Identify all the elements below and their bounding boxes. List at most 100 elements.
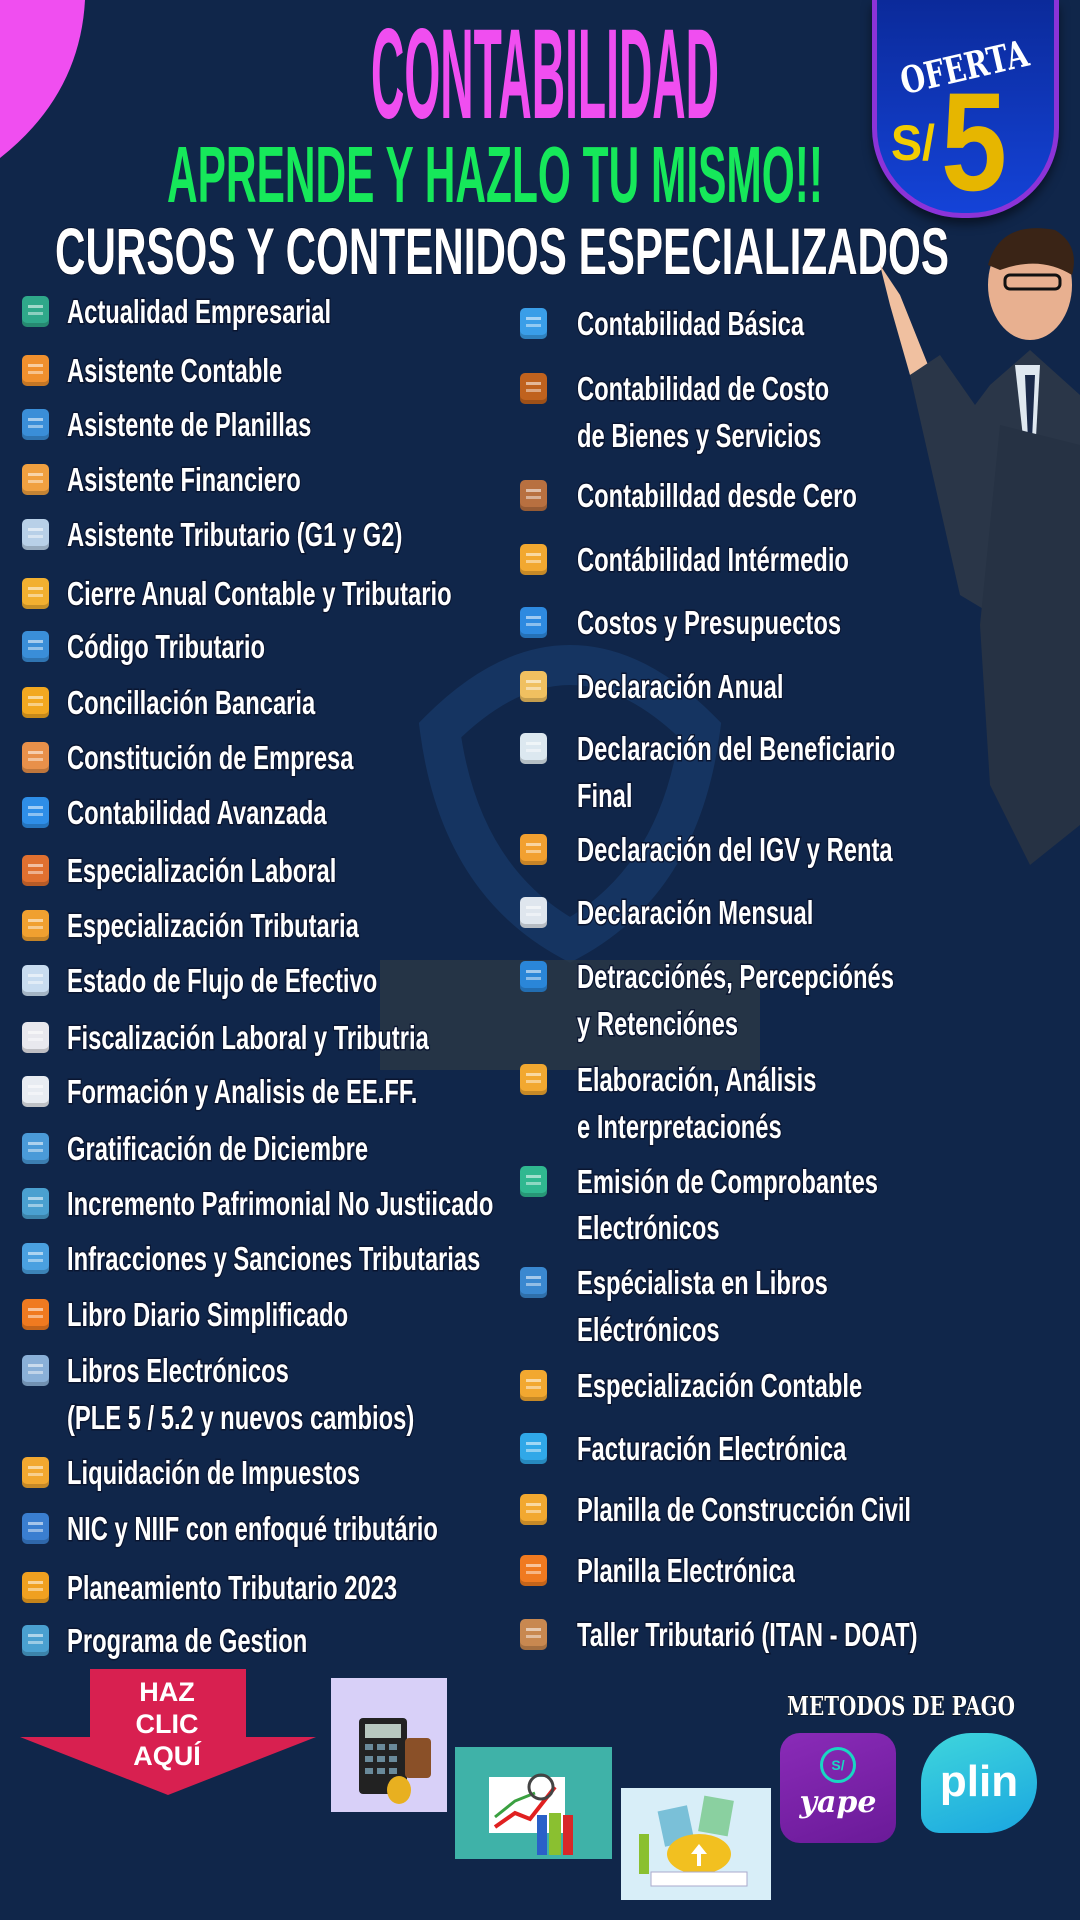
course-label-text: NIC y NIIF con enfoqué tributário [67,1510,438,1547]
course-label: Planeamiento Tributario 2023 [66,1568,399,1608]
tools-icon [520,1064,547,1095]
course-label-text: Concillación Bancaria [67,684,316,721]
course-label-text: e Interpretacionés [577,1108,782,1145]
box-icon [22,464,49,495]
yape-symbol: S/ [820,1747,856,1783]
course-label-text: Especialización Contable [577,1367,862,1404]
course-label: Infracciones y Sanciones Tributarias [66,1238,482,1278]
coins-icon [22,1457,49,1489]
course-label: NIC y NIIF con enfoqué tributário [66,1509,440,1549]
clipboard-icon [22,1299,49,1331]
course-label: Estado de Flujo de Efectivo [66,960,379,1000]
course-label: Asistente Tributario (G1 y G2) [66,515,404,555]
course-label: Planilla Electrónica [576,1551,797,1591]
globe-icon [22,519,49,551]
chart-icon [22,909,49,941]
building-icon [22,1513,49,1545]
course-label: Especialización Laboral [66,850,338,890]
leaf-icon [22,1572,49,1604]
course-label-text: Constitución de Empresa [67,739,354,776]
document-icon [22,577,49,609]
document-icon [520,670,547,702]
course-label: Taller Tributarió (ITAN - DOAT) [576,1614,920,1654]
calendar-icon [22,1132,49,1164]
course-label: Especialización Tributaria [66,905,361,945]
house-icon [22,1187,49,1219]
course-label-text: Emisión de Comprobantes [577,1163,878,1200]
watermark-logo [380,645,760,1070]
course-label: Especialización Contable [576,1366,864,1406]
course-label: Libros Electrónicos [66,1351,291,1391]
course-label: Asistente Financiero [66,460,303,500]
document-icon [520,543,547,575]
course-label: Incremento Pafrimonial No Justiicado [66,1183,495,1223]
course-label-text: Asistente Contable [67,352,282,389]
course-label: Gratificación de Diciembre [66,1128,370,1168]
course-label-text: Cierre Anual Contable y Tributario [67,575,452,612]
course-label-text: (PLE 5 / 5.2 y nuevos cambios) [67,1399,414,1436]
course-label-text: Final [577,777,632,814]
cta-line: CLIC [135,1709,199,1739]
course-label-text: Costos y Presupuectos [577,604,841,641]
course-label: Detracciónés, Percepciónés [576,957,896,997]
course-label: Contabilldad desde Cero [576,475,859,515]
course-label-text: Declaración del Beneficiario [577,730,895,767]
document-icon [22,797,49,829]
course-label: Liquidación de Impuestos [66,1453,362,1493]
course-label-line2: Electrónicos [576,1208,722,1248]
course-label-text: Asistente Tributario (G1 y G2) [67,516,402,553]
course-label: Declaración del Beneficiario [576,729,897,769]
decorative-pink-circle [0,0,85,158]
book-icon [520,373,547,405]
book-icon [520,479,547,511]
businessman-image [880,228,1080,865]
document-icon [520,1370,547,1402]
course-label-text: Eléctrónicos [577,1311,720,1348]
bank-icon [22,1242,49,1274]
course-label-text: Asistente de Planillas [67,406,311,443]
document-icon [520,1555,547,1587]
click-here-arrow[interactable] [18,1669,318,1795]
course-label-text: Liquidación de Impuestos [67,1454,360,1491]
course-label: Contabilidad de Costo [576,369,831,409]
calendar-icon [22,964,49,996]
course-label-text: Libros Electrónicos [67,1352,289,1389]
course-label-text: Código Tributario [67,628,265,665]
calendar-icon [22,1022,49,1054]
book-icon [520,1267,547,1299]
course-label: Concillación Bancaria [66,682,318,722]
course-label-text: Especialización Laboral [67,852,336,889]
worker-icon [22,854,49,886]
course-label: Emisión de Comprobantes [576,1161,880,1201]
offer-price: 5 [941,63,1007,213]
cloud-upload-image[interactable] [621,1788,771,1900]
course-label: Cierre Anual Contable y Tributario [66,573,454,613]
person-icon [22,741,49,773]
cta-line: HAZ [139,1677,195,1707]
course-label: Contabilidad Básica [576,304,807,344]
section-title: CURSOS Y CONTENIDOS ESPECIALIZADOS [54,222,950,282]
page-subtitle: APRENDE Y HAZLO TU MISMO!! [167,140,823,206]
house-icon [22,1624,49,1656]
course-label-text: Programa de Gestion [67,1622,307,1659]
course-label-text: Taller Tributarió (ITAN - DOAT) [577,1616,918,1653]
course-label-line2: e Interpretacionés [576,1106,784,1146]
course-label-text: Especialización Tributaria [67,907,359,944]
click-here-button[interactable]: HAZ CLIC AQUÍ [92,1676,242,1772]
chart-presentation-image[interactable] [455,1747,612,1859]
document-icon [520,733,547,765]
calculator-image[interactable] [331,1678,447,1812]
yape-payment-logo[interactable]: S/ yape [780,1733,896,1843]
plin-payment-logo[interactable]: plin [921,1733,1037,1833]
course-label-text: Contabilidad Avanzada [67,794,327,831]
course-label: Fiscalización Laboral y Tributria [66,1018,431,1058]
course-label: Formación y Analisis de EE.FF. [66,1072,419,1112]
course-label-text: Declaración del IGV y Renta [577,831,893,868]
yape-label: yape [799,1785,877,1820]
course-label: Actualidad Empresarial [66,292,333,332]
course-label: Asistente de Planillas [66,404,313,444]
page-title: CONTABILIDAD [371,24,719,124]
course-label: Contabilidad Avanzada [66,793,329,833]
course-label-line2: de Bienes y Servicios [576,415,823,455]
document-icon [520,308,547,340]
